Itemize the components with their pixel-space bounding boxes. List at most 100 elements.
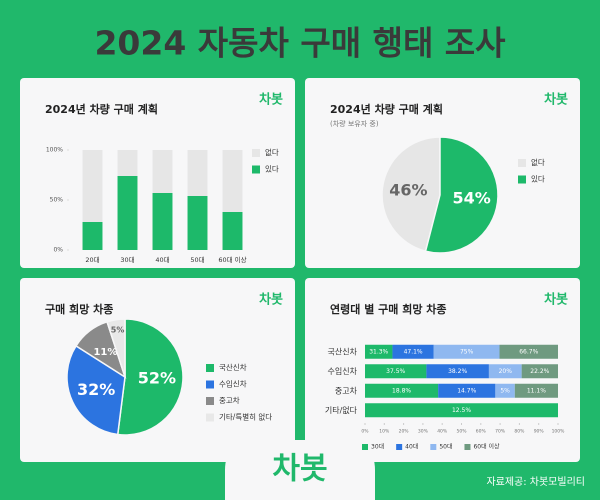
bar-segment xyxy=(365,364,427,379)
bar-segment xyxy=(392,344,434,359)
bar-segment xyxy=(521,364,558,379)
bar-segment xyxy=(433,344,500,359)
x-tick-label: 40% xyxy=(437,429,448,435)
page-title: 2024 자동차 구매 행태 조사 xyxy=(94,24,506,63)
bar-segment xyxy=(187,150,208,196)
y-tick-label: 0% xyxy=(53,247,63,254)
x-tick-label: 20% xyxy=(399,429,410,435)
bar-segment xyxy=(365,403,558,418)
legend-label: 수입신차 xyxy=(219,380,247,389)
x-tick-label: 90% xyxy=(534,429,545,435)
x-tick-label: 70% xyxy=(495,429,506,435)
legend-label: 중고차 xyxy=(219,396,240,405)
x-tick-label: 60대 이상 xyxy=(218,255,246,264)
legend-label: 40대 xyxy=(405,443,418,451)
y-tick-label: 국산신차 xyxy=(328,346,358,356)
logo-badge xyxy=(225,440,375,500)
panel-logo: 차봇 xyxy=(544,92,568,108)
chart-title: 2024년 차량 구매 계획 xyxy=(45,102,158,116)
bar-segment xyxy=(222,212,243,250)
value-label: 11% xyxy=(93,347,117,358)
x-tick-label: 50대 xyxy=(190,256,204,264)
legend-label: 없다 xyxy=(531,158,545,167)
legend-swatch xyxy=(252,165,260,174)
legend-swatch xyxy=(362,444,368,450)
x-tick-label: 30% xyxy=(418,429,429,435)
source: 자료제공: 차봇모빌리티 xyxy=(486,476,585,488)
panel-logo: 차봇 xyxy=(544,292,568,308)
y-tick-label: 100% xyxy=(46,147,63,154)
bar-segment xyxy=(222,150,243,212)
legend-swatch xyxy=(206,413,214,422)
chart-title: 2024년 차량 구매 계획 xyxy=(330,102,443,116)
legend-swatch xyxy=(518,159,526,167)
footer-logo: 차봇 xyxy=(272,452,327,487)
legend-swatch xyxy=(464,444,471,450)
bar-segment xyxy=(152,150,173,193)
bar-segment xyxy=(438,383,496,398)
legend-label: 50대 xyxy=(439,443,452,451)
panel-logo: 차봇 xyxy=(259,292,283,308)
y-tick-label: 50% xyxy=(50,197,64,204)
value-label: 18.8% xyxy=(392,387,411,394)
value-label: 75% xyxy=(460,348,474,355)
bar-segment xyxy=(82,150,103,222)
legend-swatch xyxy=(396,444,403,450)
legend-swatch xyxy=(518,175,526,184)
value-label: 47.1% xyxy=(404,348,423,355)
value-label: 5% xyxy=(500,387,510,394)
legend-label: 국산신차 xyxy=(219,362,247,372)
legend-label: 60대 이상 xyxy=(473,443,500,451)
bar-segment xyxy=(152,193,173,250)
legend-label: 기타/특별히 없다 xyxy=(219,412,272,422)
value-label: 11.1% xyxy=(527,387,546,394)
pie-slice xyxy=(424,136,499,254)
x-tick-label: 10% xyxy=(379,429,390,435)
value-label: 54% xyxy=(453,188,491,207)
x-tick-label: 80% xyxy=(514,429,525,435)
legend-label: 있다 xyxy=(531,175,545,184)
y-tick-label: 수입신차 xyxy=(328,367,358,376)
legend-label: 30대 xyxy=(371,443,384,451)
y-tick-label: 중고차 xyxy=(335,386,358,395)
bar-segment xyxy=(514,383,558,398)
x-tick-label: 50% xyxy=(456,429,467,435)
value-label: 31.3% xyxy=(369,348,388,355)
value-label: 5% xyxy=(111,326,125,335)
legend-swatch xyxy=(206,380,214,389)
y-tick-label: 기타/없다 xyxy=(325,406,358,415)
bar-segment xyxy=(187,196,208,250)
value-label: 52% xyxy=(138,369,176,388)
bar-segment xyxy=(495,383,515,398)
value-label: 20% xyxy=(499,368,513,375)
value-label: 32% xyxy=(77,380,115,399)
value-label: 66.7% xyxy=(519,348,538,355)
x-tick-label: 60% xyxy=(476,429,487,435)
value-label: 46% xyxy=(389,181,427,200)
bar-segment xyxy=(117,150,138,176)
legend-label: 없다 xyxy=(265,148,279,157)
pie-slice xyxy=(106,318,126,378)
x-tick-label: 0% xyxy=(361,429,369,435)
bar-segment xyxy=(82,222,103,250)
legend-label: 있다 xyxy=(265,165,279,174)
value-label: 12.5% xyxy=(452,407,471,414)
bar-segment xyxy=(488,364,522,379)
bar-segment xyxy=(365,383,439,398)
x-tick-label: 30대 xyxy=(120,256,134,264)
x-tick-label: 40대 xyxy=(155,256,169,264)
value-label: 14.7% xyxy=(457,387,476,394)
value-label: 38.2% xyxy=(448,368,467,375)
bar-segment xyxy=(499,344,558,359)
legend-swatch xyxy=(252,149,260,157)
chart-subtitle: (차량 보유자 중) xyxy=(330,119,379,128)
legend-swatch xyxy=(430,444,437,450)
pie-slice xyxy=(116,318,184,436)
chart-title: 구매 희망 차종 xyxy=(45,302,113,316)
x-tick-label: 20대 xyxy=(85,256,99,264)
bar-segment xyxy=(426,364,489,379)
bar-segment xyxy=(117,176,138,250)
panel-logo: 차봇 xyxy=(259,92,283,108)
